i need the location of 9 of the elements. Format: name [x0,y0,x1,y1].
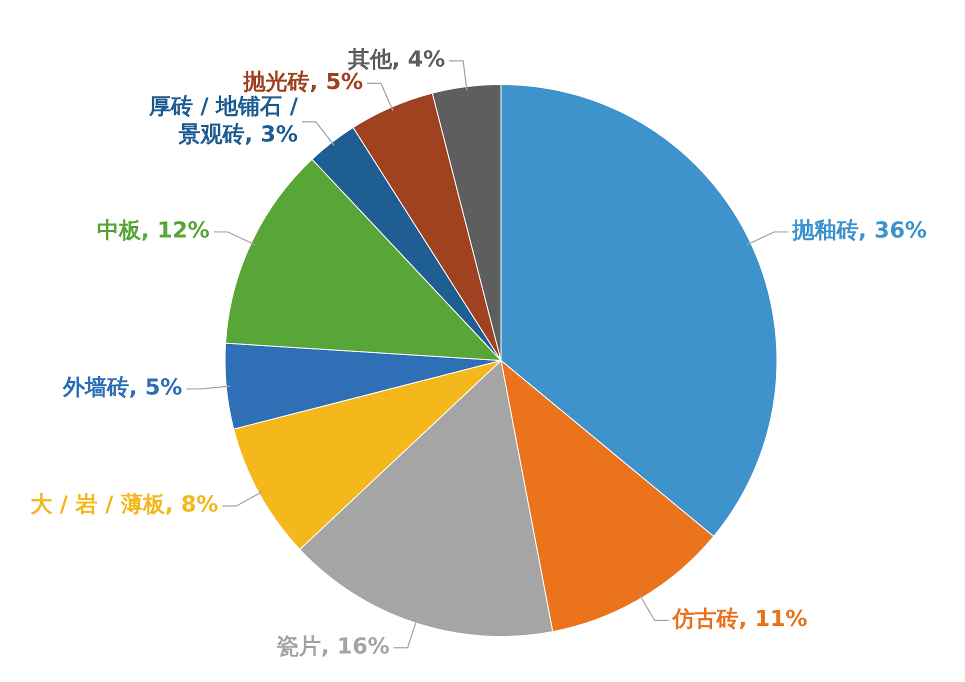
slice-label: 其他, 4% [346,48,446,73]
slice-label: 厚砖 / 地铺石 / 景观砖, 3% [148,94,299,148]
slice-label: 仿古砖, 11% [672,607,808,632]
slice-label: 抛光砖, 5% [242,70,364,96]
slice-label: 外墙砖, 5% [62,376,182,401]
slice-label: 中板, 12% [97,218,210,244]
slice-label: 大 / 岩 / 薄板, 8% [30,492,218,518]
slice-label: 瓷片, 16% [276,634,390,660]
slice-label: 抛釉砖, 36% [791,218,927,244]
